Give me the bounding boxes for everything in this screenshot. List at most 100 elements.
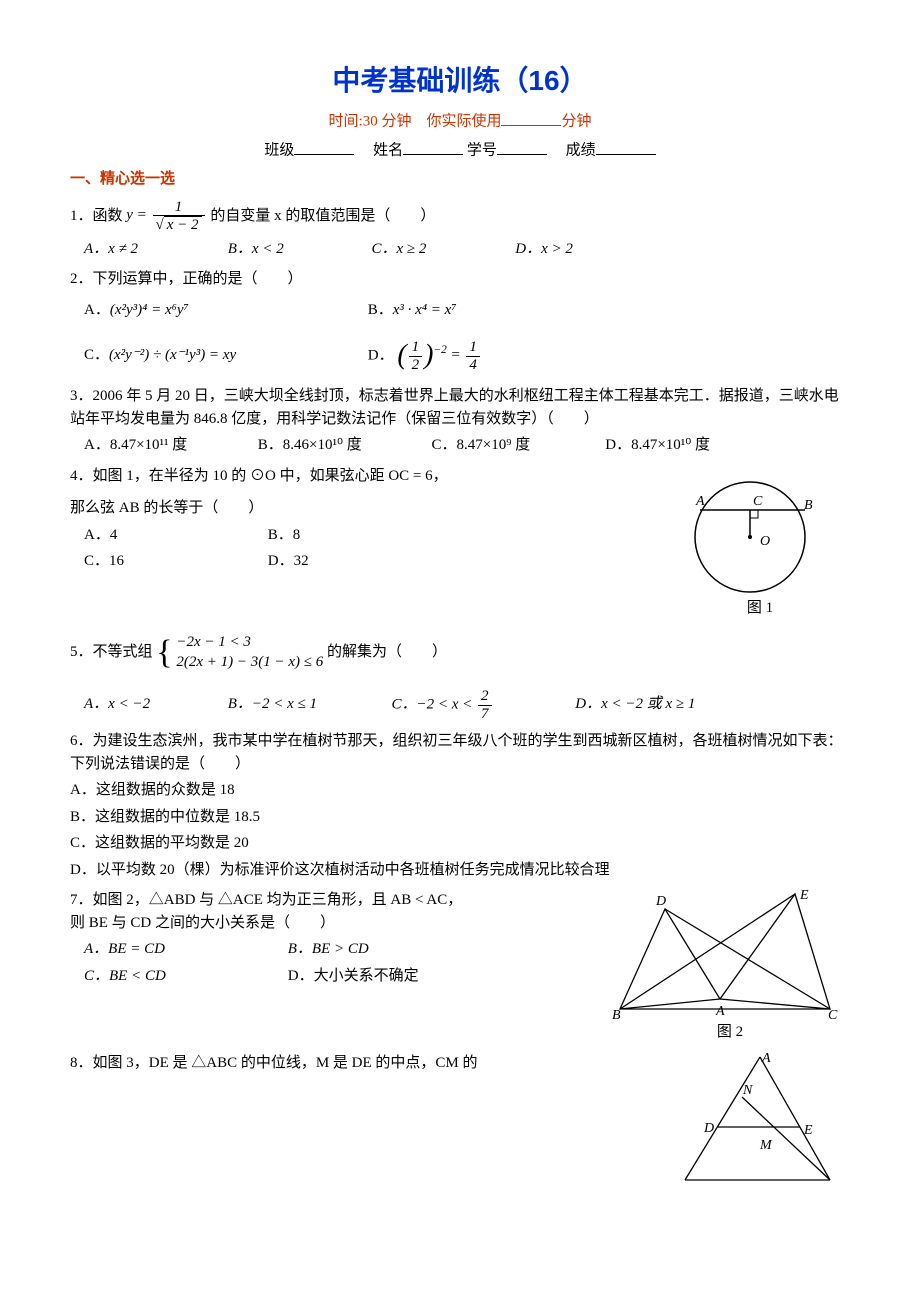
blank-class: [294, 137, 354, 155]
q4-opt-c: C．16: [84, 550, 244, 573]
subtitle-suffix: 分钟: [561, 114, 591, 130]
q5-options: A．x < −2 B．−2 < x ≤ 1 C．−2 < x < 27 D．x …: [84, 688, 850, 722]
q4-opts-r1: A．4 B．8: [84, 524, 670, 547]
q2-opt-c: C．(x²y⁻²) ÷ (x⁻¹y³) = xy: [84, 344, 344, 367]
q5-sys: −2x − 1 < 3 2(2x + 1) − 3(1 − x) ≤ 6: [176, 633, 323, 672]
q6-opt-a: A．这组数据的众数是 18: [70, 779, 850, 802]
page-title: 中考基础训练（16）: [70, 60, 850, 102]
q2-c-math: (x²y⁻²) ÷ (x⁻¹y³) = xy: [109, 347, 236, 363]
q2-d-lparen: (: [397, 340, 406, 371]
svg-text:E: E: [803, 1123, 813, 1138]
q7-opts-r2: C．BE < CD D．大小关系不确定: [84, 965, 610, 988]
q3: 3．2006 年 5 月 20 日，三峡大坝全线封顶，标志着世界上最大的水利枢纽…: [70, 385, 850, 457]
q5-c-pre: C．−2 < x <: [392, 696, 477, 712]
q7-left: 7．如图 2，△ABD 与 △ACE 均为正三角形，且 AB < AC， 则 B…: [70, 889, 610, 1044]
label-name: 姓名: [373, 143, 403, 159]
q1-lhs: y =: [126, 207, 150, 223]
q2-row1: A．(x²y³)⁴ = x⁶y⁷ B．x³ · x⁴ = x⁷: [84, 299, 850, 322]
q2-d-rparen: ): [424, 340, 433, 371]
q2-b-math: x³ · x⁴ = x⁷: [393, 302, 457, 318]
q2-opt-b: B．x³ · x⁴ = x⁷: [368, 299, 457, 322]
svg-text:E: E: [799, 889, 809, 903]
blank-score: [596, 137, 656, 155]
q2-text: 2．下列运算中，正确的是（ ）: [70, 268, 850, 291]
q3-opt-b: B．8.46×10¹⁰ 度: [258, 434, 408, 457]
svg-text:C: C: [753, 494, 763, 509]
q6-l1: 6．为建设生态滨州，我市某中学在植树节那天，组织初三年级八个班的学生到西城新区植…: [70, 730, 850, 753]
q5-opt-a: A．x < −2: [84, 693, 204, 716]
q2-d-exp: −2: [434, 344, 447, 356]
q7: 7．如图 2，△ABD 与 △ACE 均为正三角形，且 AB < AC， 则 B…: [70, 889, 850, 1044]
subtitle: 时间:30 分钟 你实际使用 分钟: [70, 108, 850, 133]
q1-post: 的自变量 x 的取值范围是（ ）: [210, 207, 435, 223]
q4-svg: A C B O: [670, 465, 830, 595]
q5-c-d: 7: [478, 706, 492, 723]
q7-l2: 则 BE 与 CD 之间的大小关系是（ ）: [70, 912, 610, 935]
q6-opt-d: D．以平均数 20（棵）为标准评价这次植树活动中各班植树任务完成情况比较合理: [70, 859, 850, 882]
q2-d-pre: D．: [368, 347, 394, 363]
q2: 2．下列运算中，正确的是（ ） A．(x²y³)⁴ = x⁶y⁷ B．x³ · …: [70, 268, 850, 377]
q6-opt-b: B．这组数据的中位数是 18.5: [70, 806, 850, 829]
subtitle-prefix: 时间:30 分钟 你实际使用: [329, 114, 502, 130]
q7-fig: B A C D E 图 2: [610, 889, 850, 1044]
q5-opt-b: B．−2 < x ≤ 1: [228, 693, 368, 716]
q4-opts-r2: C．16 D．32: [84, 550, 670, 573]
q6: 6．为建设生态滨州，我市某中学在植树节那天，组织初三年级八个班的学生到西城新区植…: [70, 730, 850, 881]
svg-text:A: A: [761, 1052, 771, 1066]
svg-text:D: D: [655, 894, 666, 909]
q4-l2: 那么弦 AB 的长等于（ ）: [70, 497, 670, 520]
svg-text:A: A: [715, 1004, 725, 1019]
q6-l2: 下列说法错误的是（ ）: [70, 753, 850, 776]
q8: 8．如图 3，DE 是 △ABC 的中位线，M 是 DE 的中点，CM 的 A …: [70, 1052, 850, 1182]
svg-text:D: D: [703, 1121, 714, 1136]
q1-opt-c: C．x ≥ 2: [372, 238, 492, 261]
q8-left: 8．如图 3，DE 是 △ABC 的中位线，M 是 DE 的中点，CM 的: [70, 1052, 670, 1182]
q4: 4．如图 1，在半径为 10 的 ⊙O 中，如果弦心距 OC = 6， 那么弦 …: [70, 465, 850, 620]
q1-opt-a: A．x ≠ 2: [84, 238, 204, 261]
q1-pre: 1．函数: [70, 207, 126, 223]
label-class: 班级: [264, 143, 294, 159]
q2-a-pre: A．: [84, 302, 110, 318]
blank-id: [497, 137, 547, 155]
q1-eq: y = 1 √x − 2: [126, 207, 210, 223]
q2-d-d: 2: [409, 357, 423, 374]
svg-text:B: B: [804, 498, 813, 513]
q4-left: 4．如图 1，在半径为 10 的 ⊙O 中，如果弦心距 OC = 6， 那么弦 …: [70, 465, 670, 620]
q8-fig: A D E M N: [670, 1052, 850, 1182]
q5-opt-d: D．x < −2 或 x ≥ 1: [575, 693, 695, 716]
q2-a-math: (x²y³)⁴ = x⁶y⁷: [110, 302, 189, 318]
q7-opts-r1: A．BE = CD B．BE > CD: [84, 938, 610, 961]
q4-fig: A C B O 图 1: [670, 465, 850, 620]
q2-c-pre: C．: [84, 347, 109, 363]
q4-opt-d: D．32: [268, 550, 309, 573]
q4-figlabel: 图 1: [670, 597, 850, 620]
svg-text:A: A: [695, 494, 705, 509]
q2-d-rn: 1: [466, 339, 480, 357]
q5-c-n: 2: [478, 688, 492, 706]
q3-options: A．8.47×10¹¹ 度 B．8.46×10¹⁰ 度 C．8.47×10⁹ 度…: [84, 434, 850, 457]
q5-r1: −2x − 1 < 3: [176, 633, 323, 653]
q2-opt-a: A．(x²y³)⁴ = x⁶y⁷: [84, 299, 344, 322]
svg-text:O: O: [760, 534, 770, 549]
q7-l1: 7．如图 2，△ABD 与 △ACE 均为正三角形，且 AB < AC，: [70, 889, 610, 912]
q2-b-pre: B．: [368, 302, 393, 318]
q1-radicand: x − 2: [164, 216, 202, 234]
svg-text:C: C: [828, 1008, 838, 1019]
q5-pre: 5．不等式组: [70, 644, 156, 660]
q1-num: 1: [153, 199, 205, 217]
q8-text: 8．如图 3，DE 是 △ABC 的中位线，M 是 DE 的中点，CM 的: [70, 1052, 670, 1075]
q5-brace: {: [156, 634, 172, 671]
q3-text: 3．2006 年 5 月 20 日，三峡大坝全线封顶，标志着世界上最大的水利枢纽…: [70, 385, 850, 430]
q3-opt-c: C．8.47×10⁹ 度: [432, 434, 582, 457]
q3-opt-d: D．8.47×10¹⁰ 度: [605, 434, 710, 457]
label-score: 成绩: [566, 143, 596, 159]
q5-post: 的解集为（ ）: [327, 644, 447, 660]
q6-opt-c: C．这组数据的平均数是 20: [70, 832, 850, 855]
blank-name: [403, 137, 463, 155]
q1-opt-b: B．x < 2: [228, 238, 348, 261]
label-id: 学号: [467, 143, 497, 159]
subtitle-blank: [501, 108, 561, 126]
svg-text:M: M: [759, 1138, 773, 1153]
q5-opt-c: C．−2 < x < 27: [392, 688, 552, 722]
q2-d-rd: 4: [466, 357, 480, 374]
